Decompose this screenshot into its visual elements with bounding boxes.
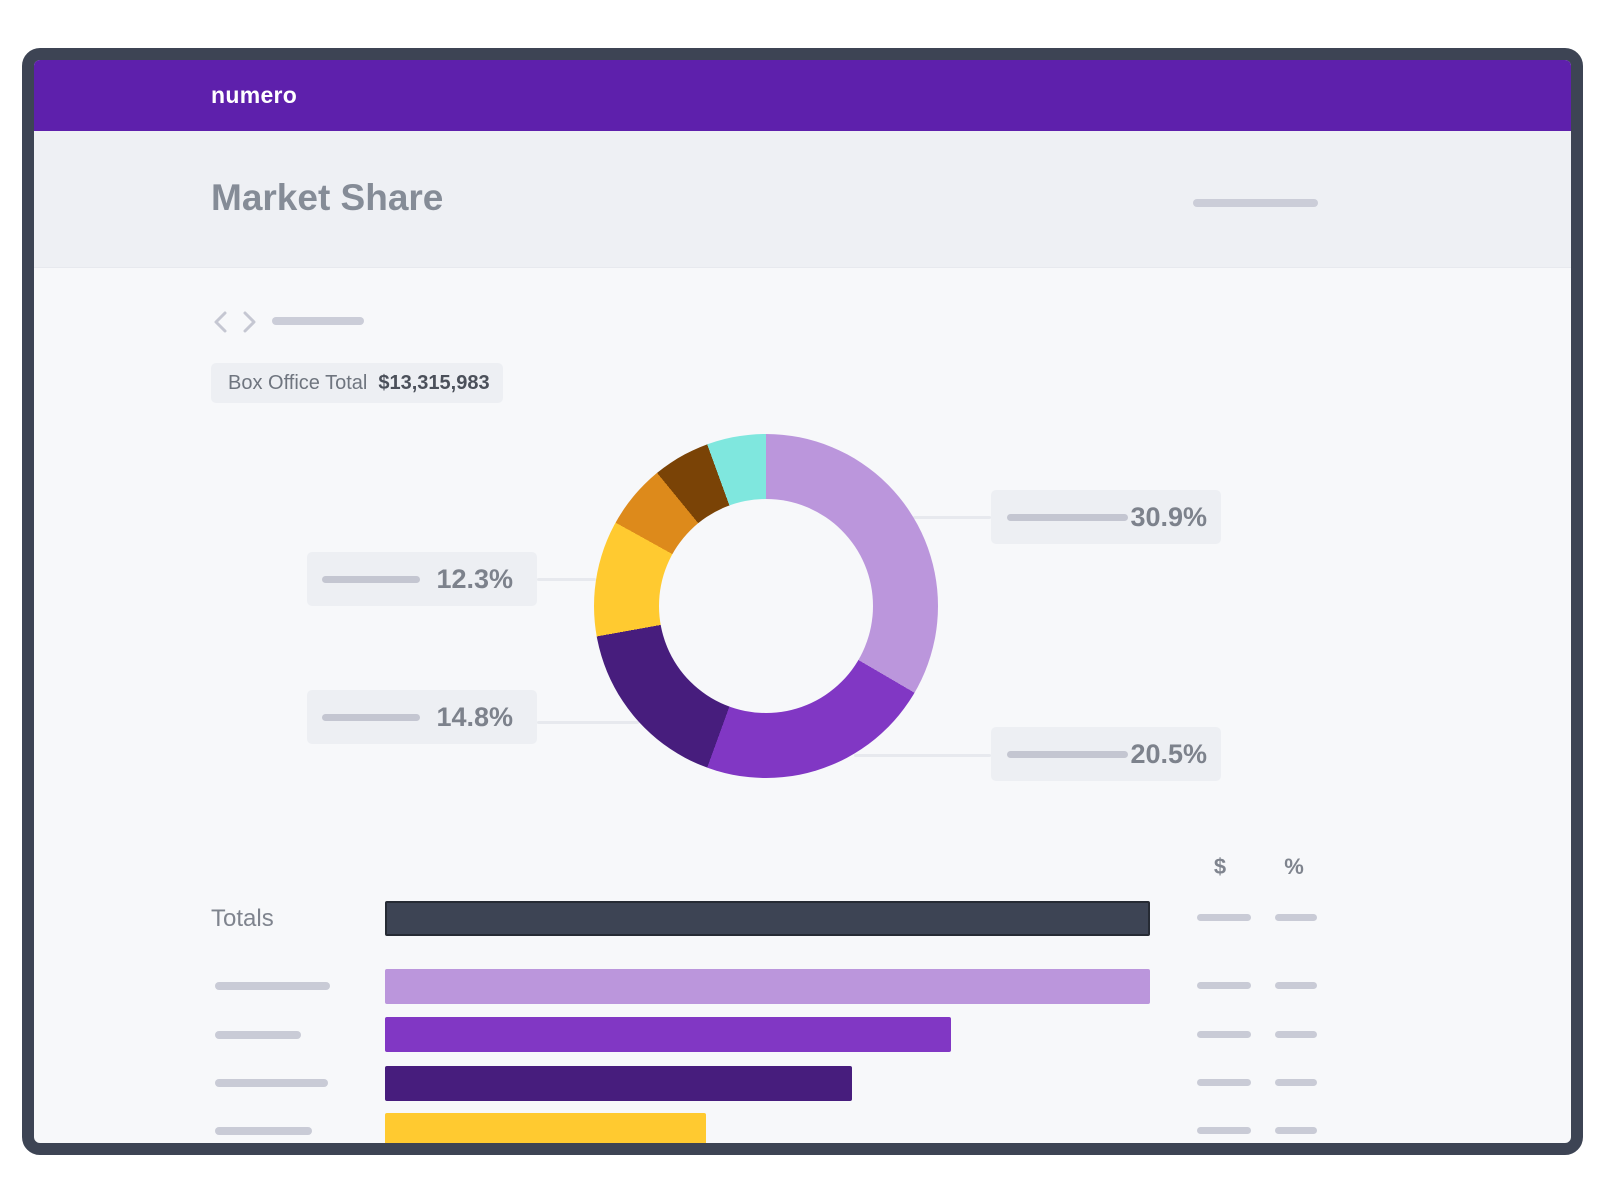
box-office-total-badge: Box Office Total $13,315,983 xyxy=(211,363,503,403)
main-content: Box Office Total $13,315,983 30.9% 20.5% xyxy=(34,268,1571,1143)
chevron-left-icon[interactable] xyxy=(211,309,231,335)
donut-hole xyxy=(659,499,873,713)
brand-logo: numero xyxy=(211,82,298,108)
callout-share-4: 12.3% xyxy=(307,552,537,606)
value-bar-2 xyxy=(385,1017,951,1052)
callout-placeholder-pill xyxy=(1007,513,1128,521)
app-header-bar: numero xyxy=(34,60,1571,131)
callout-placeholder-pill xyxy=(322,713,420,721)
callout-placeholder-pill xyxy=(1007,750,1128,758)
callout-percent: 20.5% xyxy=(1130,738,1207,769)
dollar-value-placeholder-pill xyxy=(1197,1079,1251,1086)
percent-value-placeholder-pill xyxy=(1275,914,1317,921)
column-header-percent: % xyxy=(1284,854,1304,879)
callout-share-1: 30.9% xyxy=(991,490,1221,544)
page-title: Market Share xyxy=(211,177,444,218)
page-header: Market Share xyxy=(34,131,1571,268)
dollar-value-placeholder-pill xyxy=(1197,1031,1251,1038)
percent-value-placeholder-pill xyxy=(1275,1127,1317,1134)
box-office-total-value: $13,315,983 xyxy=(378,371,490,394)
chevron-right-icon[interactable] xyxy=(239,309,259,335)
percent-value-placeholder-pill xyxy=(1275,982,1317,989)
value-bar-3 xyxy=(385,1066,852,1101)
dollar-value-placeholder-pill xyxy=(1197,914,1251,921)
header-placeholder-pill xyxy=(1193,199,1318,207)
leader-line-share-1 xyxy=(913,516,991,519)
callout-percent: 12.3% xyxy=(436,563,513,594)
app-window: numero Market Share Box Office Total $13… xyxy=(22,48,1583,1155)
callout-percent: 30.9% xyxy=(1130,501,1207,532)
dollar-value-placeholder-pill xyxy=(1197,1127,1251,1134)
percent-value-placeholder-pill xyxy=(1275,1079,1317,1086)
totals-bar xyxy=(385,901,1150,936)
callout-share-2: 20.5% xyxy=(991,727,1221,781)
value-bar-4 xyxy=(385,1113,706,1143)
callout-share-3: 14.8% xyxy=(307,690,537,744)
callout-placeholder-pill xyxy=(322,575,420,583)
leader-line-share-2 xyxy=(854,754,991,757)
box-office-total-label: Box Office Total xyxy=(228,371,368,394)
row-label-placeholder-pill xyxy=(215,1127,312,1135)
leader-line-share-3 xyxy=(537,721,639,724)
nav-placeholder-pill xyxy=(272,317,364,325)
row-label-placeholder-pill xyxy=(215,982,330,990)
dollar-value-placeholder-pill xyxy=(1197,982,1251,989)
row-label-placeholder-pill xyxy=(215,1031,301,1039)
totals-row-label: Totals xyxy=(211,905,274,932)
percent-value-placeholder-pill xyxy=(1275,1031,1317,1038)
row-label-placeholder-pill xyxy=(215,1079,328,1087)
value-bar-1 xyxy=(385,969,1150,1004)
callout-percent: 14.8% xyxy=(436,701,513,732)
market-share-donut-chart xyxy=(594,434,938,778)
column-header-dollar: $ xyxy=(1213,854,1227,879)
leader-line-share-4 xyxy=(537,578,596,581)
